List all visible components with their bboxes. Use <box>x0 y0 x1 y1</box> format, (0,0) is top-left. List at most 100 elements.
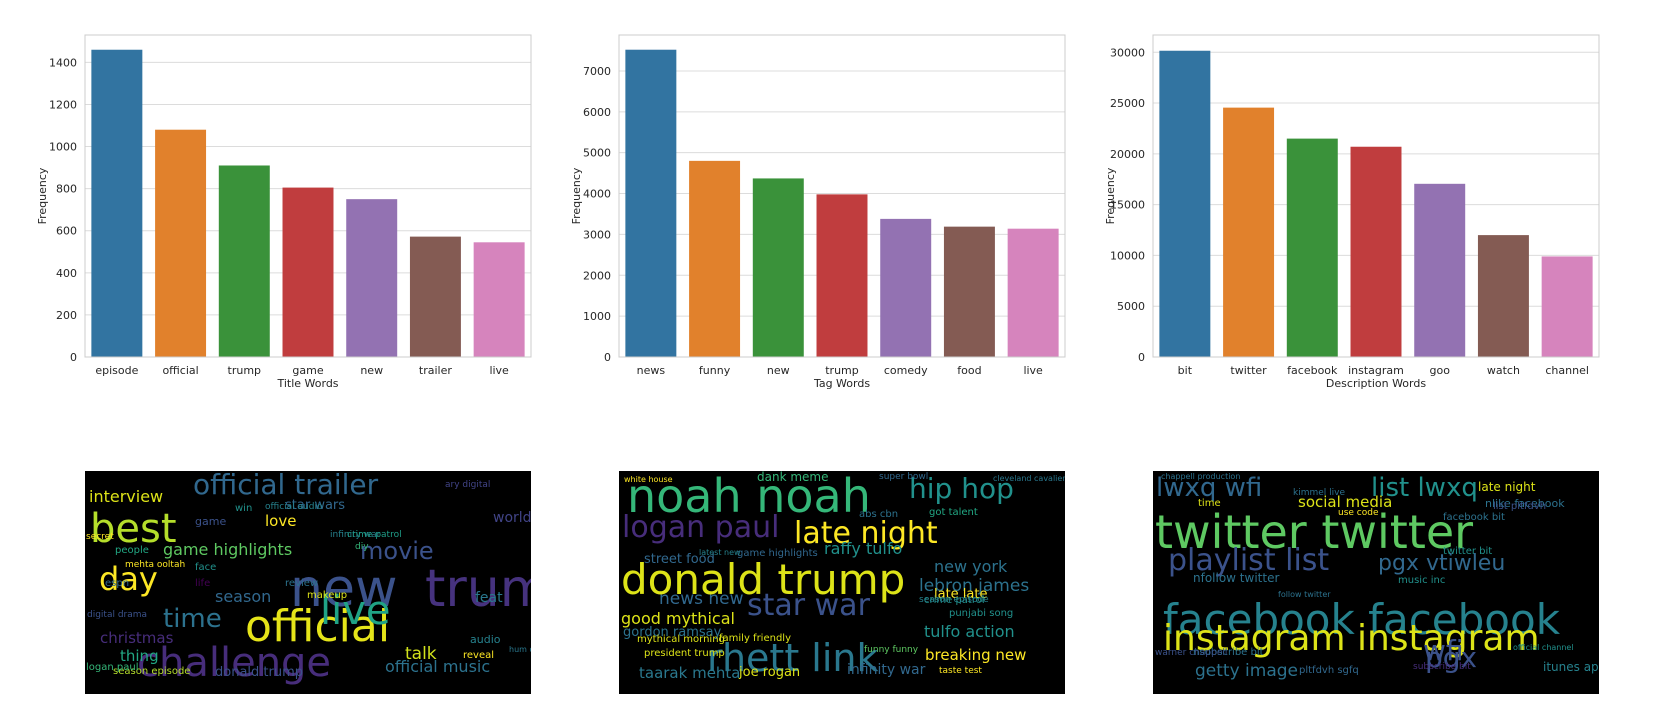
wordcloud-word: rhett link <box>707 636 879 680</box>
wordcloud-word: best <box>90 506 177 552</box>
wordcloud-word: star wars <box>285 498 346 513</box>
wordcloud-word: wfi <box>1423 634 1464 667</box>
wordcloud-word: pgx <box>1425 641 1478 674</box>
bar-comedy <box>880 218 932 357</box>
wordcloud-word: facebook bit <box>1443 512 1505 523</box>
x-tick-label: game <box>292 364 323 377</box>
bar-live <box>1007 228 1059 357</box>
wordcloud-word: donald trump <box>621 555 906 604</box>
y-tick-label: 0 <box>604 351 611 364</box>
bar-chart-2: 0 1000 2000 3000 4000 5000 6000 7000 news funny ne… <box>534 0 1094 395</box>
wordcloud-word: playlist list <box>1168 543 1330 578</box>
wordcloud-word: joe rogan <box>739 665 801 680</box>
wordcloud-word: digital drama <box>87 610 148 620</box>
y-tick-label: 0 <box>1138 351 1145 364</box>
bar-chart-svg: 0 1000 2000 3000 4000 5000 6000 7000 news funny ne… <box>570 34 1066 390</box>
wordcloud-word: news new <box>659 589 744 609</box>
wordcloud-word: day <box>99 560 158 598</box>
bar-chart-svg: 0 200 400 600 800 1000 1200 1400 episode official… <box>36 34 532 390</box>
wordcloud-word: twitter bit <box>1443 546 1493 557</box>
y-tick-label: 1000 <box>49 141 77 154</box>
y-axis-label: Frequency <box>570 167 583 224</box>
wordcloud-word: audio <box>470 633 501 646</box>
bar-instagram <box>1350 146 1402 357</box>
wordcloud-word: tulfo action <box>924 622 1015 641</box>
y-tick-label: 1200 <box>49 98 77 111</box>
plot-frame <box>1152 34 1600 358</box>
wordcloud-word: music inc <box>1398 575 1446 586</box>
x-tick-label: trump <box>825 364 859 377</box>
wordcloud-word: itunes apple <box>1543 660 1599 674</box>
y-tick-label: 600 <box>56 225 77 238</box>
wordcloud-word: gordon ramsay <box>623 625 722 640</box>
wordcloud-word: dank meme <box>757 471 829 484</box>
wordcloud-word: crime patrol <box>924 595 985 606</box>
bar-game <box>282 187 334 357</box>
wordcloud-word: crime patrol <box>347 530 402 540</box>
y-tick-label: 0 <box>70 351 77 364</box>
wordcloud-word: diy <box>355 542 369 552</box>
bar-funny <box>689 160 741 357</box>
x-axis-label: Tag Words <box>813 377 870 390</box>
wordcloud-word: feat <box>475 590 503 606</box>
wordcloud-word: challenge <box>137 640 332 686</box>
wordcloud-word: list lwxq <box>1371 473 1478 503</box>
wordcloud-word: talk <box>405 644 437 664</box>
wordcloud-word: facebook facebook <box>1163 595 1561 644</box>
wordcloud-word: love <box>265 512 297 530</box>
x-tick-label: channel <box>1545 364 1589 377</box>
x-tick-label: twitter <box>1230 364 1267 377</box>
wordcloud-word: got talent <box>929 507 978 518</box>
wordcloud-word: time <box>163 604 222 634</box>
wordcloud-word: twitter twitter <box>1155 505 1474 559</box>
wordcloud-word: movie <box>360 537 434 565</box>
wordcloud-word: noah noah <box>627 471 871 523</box>
y-tick-label: 1400 <box>49 56 77 69</box>
wordcloud-word: use code <box>1338 508 1379 518</box>
x-tick-label: news <box>637 364 666 377</box>
wordcloud-word: season <box>215 587 272 606</box>
bar-facebook <box>1286 138 1338 357</box>
bar-chart-1: 0 200 400 600 800 1000 1200 1400 episode official… <box>0 0 560 395</box>
wordcloud-word: lebron james <box>919 576 1030 596</box>
wordcloud-word: white house <box>624 475 673 484</box>
wordcloud-word: taarak mehta <box>639 664 741 682</box>
x-tick-label: live <box>1023 364 1043 377</box>
bar-episode <box>91 49 143 357</box>
wordcloud-word: interview <box>89 487 164 506</box>
x-tick-label: watch <box>1487 364 1520 377</box>
wordcloud-word: star war <box>747 588 870 623</box>
wordcloud-word: instagram instagram <box>1163 618 1540 659</box>
wordcloud-word: lwxq wfi <box>1156 473 1263 503</box>
wordcloud-word: secret <box>86 532 114 542</box>
x-tick-label: live <box>489 364 509 377</box>
bar-chart-3: 0 5000 10000 15000 20000 25000 30000 bit twitter… <box>1068 0 1628 395</box>
y-axis-label: Frequency <box>36 167 49 224</box>
wordcloud-word: espn <box>105 578 130 589</box>
x-tick-label: official <box>162 364 198 377</box>
wordcloud-word: hip hop <box>909 472 1014 505</box>
wordcloud-word: world <box>493 510 531 526</box>
x-tick-label: instagram <box>1348 364 1404 377</box>
y-tick-label: 400 <box>56 267 77 280</box>
y-tick-label: 7000 <box>583 65 611 78</box>
wordcloud-word: nlike facebook <box>1485 497 1565 510</box>
wordcloud-word: punjabi song <box>949 608 1014 619</box>
bar-trump <box>816 194 868 357</box>
y-tick-label: 1000 <box>583 310 611 323</box>
wordcloud-word: family friendly <box>719 633 791 644</box>
y-tick-label: 200 <box>56 309 77 322</box>
wordcloud-word: hum drama <box>509 645 531 654</box>
wordcloud-word: game highlights <box>163 540 293 559</box>
wordcloud-word: late night <box>794 516 938 551</box>
wordcloud-word: official trailer <box>193 471 379 501</box>
wordcloud-word: breaking new <box>925 646 1027 664</box>
wordcloud-word: thing <box>120 647 159 665</box>
x-tick-label: trailer <box>419 364 452 377</box>
bar-live <box>473 242 525 357</box>
wordcloud-word: people <box>115 545 149 556</box>
wordcloud-word: season episode <box>113 666 191 677</box>
y-tick-label: 5000 <box>583 147 611 160</box>
x-tick-label: comedy <box>884 364 928 377</box>
